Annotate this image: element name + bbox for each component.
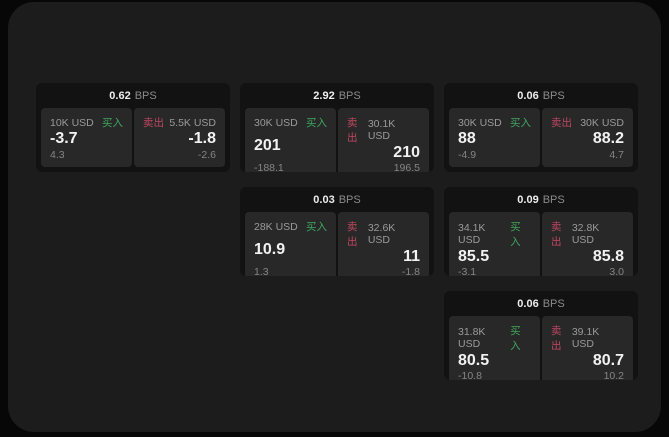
sell-label: 卖出 <box>347 221 358 248</box>
sell-notional: 32.8K USD <box>571 222 600 246</box>
sell-delta: -1.8 <box>401 265 420 276</box>
bps-value: 0.03 <box>313 193 335 206</box>
buy-delta: -10.8 <box>458 369 482 380</box>
buy-panel[interactable]: 31.8K USD 买入 80.5 -10.8 <box>449 316 540 380</box>
quote-grid: 0.62 BPS 10K USD 买入 -3.7 4.3 卖出 5.5K USD <box>36 83 638 380</box>
quote-card: 0.03 BPS 28K USD 买入 10.9 1.3 卖出 32.6K US… <box>240 187 434 276</box>
buy-panel[interactable]: 28K USD 买入 10.9 1.3 <box>245 212 336 276</box>
sell-price: -1.8 <box>188 130 216 148</box>
buy-panel[interactable]: 30K USD 买入 88 -4.9 <box>449 108 540 167</box>
buy-delta: -4.9 <box>458 148 477 161</box>
sell-price: 11 <box>403 248 420 265</box>
buy-label: 买入 <box>306 117 327 129</box>
sell-delta: 3.0 <box>609 265 624 276</box>
buy-price: 80.5 <box>458 352 490 369</box>
bps-header: 2.92 BPS <box>240 83 434 108</box>
bps-unit: BPS <box>542 89 565 102</box>
buy-label: 买入 <box>306 221 327 233</box>
bps-value: 2.92 <box>313 89 335 102</box>
buy-panel[interactable]: 30K USD 买入 201 -188.1 <box>245 108 336 172</box>
buy-delta: -188.1 <box>254 161 284 172</box>
bps-header: 0.62 BPS <box>36 83 230 108</box>
sell-delta: 196.5 <box>393 161 420 172</box>
bps-header: 0.06 BPS <box>444 291 638 316</box>
sell-panel[interactable]: 卖出 5.5K USD -1.8 -2.6 <box>134 108 225 167</box>
buy-delta: 1.3 <box>254 265 269 276</box>
sell-label: 卖出 <box>143 117 164 129</box>
buy-delta: 4.3 <box>50 148 65 161</box>
buy-label: 买入 <box>510 325 521 352</box>
sell-label: 卖出 <box>551 117 572 129</box>
sell-notional: 39.1K USD <box>571 326 600 350</box>
sell-price: 85.8 <box>592 248 624 265</box>
sell-panel[interactable]: 卖出 32.6K USD 11 -1.8 <box>338 212 429 276</box>
sell-notional: 5.5K USD <box>169 116 216 129</box>
bps-header: 0.03 BPS <box>240 187 434 212</box>
bps-value: 0.62 <box>109 89 131 102</box>
sell-panel[interactable]: 卖出 32.8K USD 85.8 3.0 <box>542 212 633 276</box>
buy-price: 85.5 <box>458 248 490 265</box>
sell-price: 210 <box>393 144 420 161</box>
bps-value: 0.06 <box>517 297 539 310</box>
buy-panel[interactable]: 10K USD 买入 -3.7 4.3 <box>41 108 132 167</box>
buy-panel[interactable]: 34.1K USD 买入 85.5 -3.1 <box>449 212 540 276</box>
sell-label: 卖出 <box>551 325 562 352</box>
sell-delta: -2.6 <box>197 148 216 161</box>
buy-label: 买入 <box>102 117 123 129</box>
buy-price: 88 <box>458 130 476 148</box>
buy-price: 10.9 <box>254 240 286 258</box>
buy-price: 201 <box>254 136 281 154</box>
bps-header: 0.09 BPS <box>444 187 638 212</box>
sell-delta: 4.7 <box>609 148 624 161</box>
buy-notional: 34.1K USD <box>458 222 486 246</box>
sell-label: 卖出 <box>347 117 358 144</box>
buy-notional: 30K USD <box>254 116 298 129</box>
buy-notional: 31.8K USD <box>458 326 486 350</box>
quote-card: 0.06 BPS 30K USD 买入 88 -4.9 卖出 30K USD <box>444 83 638 172</box>
sell-panel[interactable]: 卖出 39.1K USD 80.7 10.2 <box>542 316 633 380</box>
bps-unit: BPS <box>338 89 361 102</box>
buy-notional: 28K USD <box>254 220 298 233</box>
main-panel: 0.62 BPS 10K USD 买入 -3.7 4.3 卖出 5.5K USD <box>8 2 661 432</box>
sell-notional: 30.1K USD <box>367 118 396 142</box>
quote-card: 0.06 BPS 31.8K USD 买入 80.5 -10.8 卖出 39.1… <box>444 291 638 380</box>
sell-panel[interactable]: 卖出 30.1K USD 210 196.5 <box>338 108 429 172</box>
bps-value: 0.06 <box>517 89 539 102</box>
buy-notional: 10K USD <box>50 116 94 129</box>
buy-label: 买入 <box>510 117 531 129</box>
quote-card: 0.62 BPS 10K USD 买入 -3.7 4.3 卖出 5.5K USD <box>36 83 230 172</box>
sell-label: 卖出 <box>551 221 562 248</box>
buy-price: -3.7 <box>50 130 78 148</box>
buy-label: 买入 <box>510 221 521 248</box>
quote-card: 0.09 BPS 34.1K USD 买入 85.5 -3.1 卖出 32.8K… <box>444 187 638 276</box>
sell-price: 80.7 <box>592 352 624 369</box>
buy-notional: 30K USD <box>458 116 502 129</box>
buy-delta: -3.1 <box>458 265 477 276</box>
bps-header: 0.06 BPS <box>444 83 638 108</box>
sell-panel[interactable]: 卖出 30K USD 88.2 4.7 <box>542 108 633 167</box>
quote-card: 2.92 BPS 30K USD 买入 201 -188.1 卖出 30.1K … <box>240 83 434 172</box>
sell-price: 88.2 <box>592 130 624 148</box>
bps-value: 0.09 <box>517 193 539 206</box>
sell-notional: 32.6K USD <box>367 222 396 246</box>
bps-unit: BPS <box>134 89 157 102</box>
bps-unit: BPS <box>542 193 565 206</box>
bps-unit: BPS <box>542 297 565 310</box>
sell-notional: 30K USD <box>580 116 624 129</box>
bps-unit: BPS <box>338 193 361 206</box>
sell-delta: 10.2 <box>603 369 624 380</box>
